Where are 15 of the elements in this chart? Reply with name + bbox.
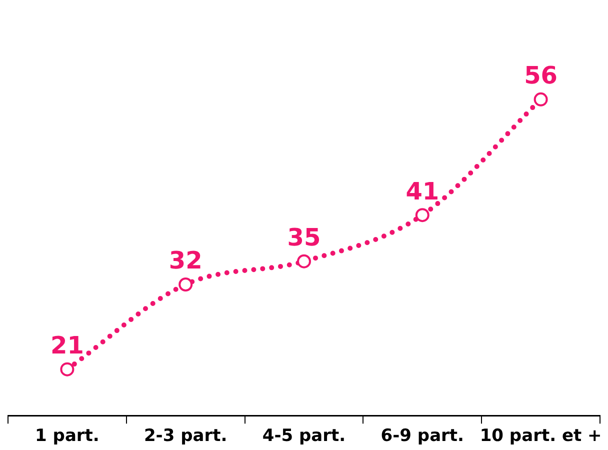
- point: [415, 208, 430, 222]
- data-label: 56: [524, 62, 558, 90]
- x-tick-label: 4-5 part.: [262, 426, 346, 446]
- x-tick-label: 2-3 part.: [144, 426, 228, 446]
- x-tick-label: 1 part.: [35, 426, 100, 446]
- x-tick-label: 10 part. et +: [480, 426, 602, 446]
- point: [297, 254, 311, 268]
- data-label: 41: [406, 177, 440, 206]
- point: [60, 362, 74, 376]
- data-label: 32: [168, 246, 202, 275]
- x-tick-label: 6-9 part.: [380, 426, 464, 446]
- point: [178, 277, 193, 292]
- data-label: 35: [287, 224, 321, 252]
- point: [534, 92, 548, 106]
- data-label: 21: [50, 332, 84, 360]
